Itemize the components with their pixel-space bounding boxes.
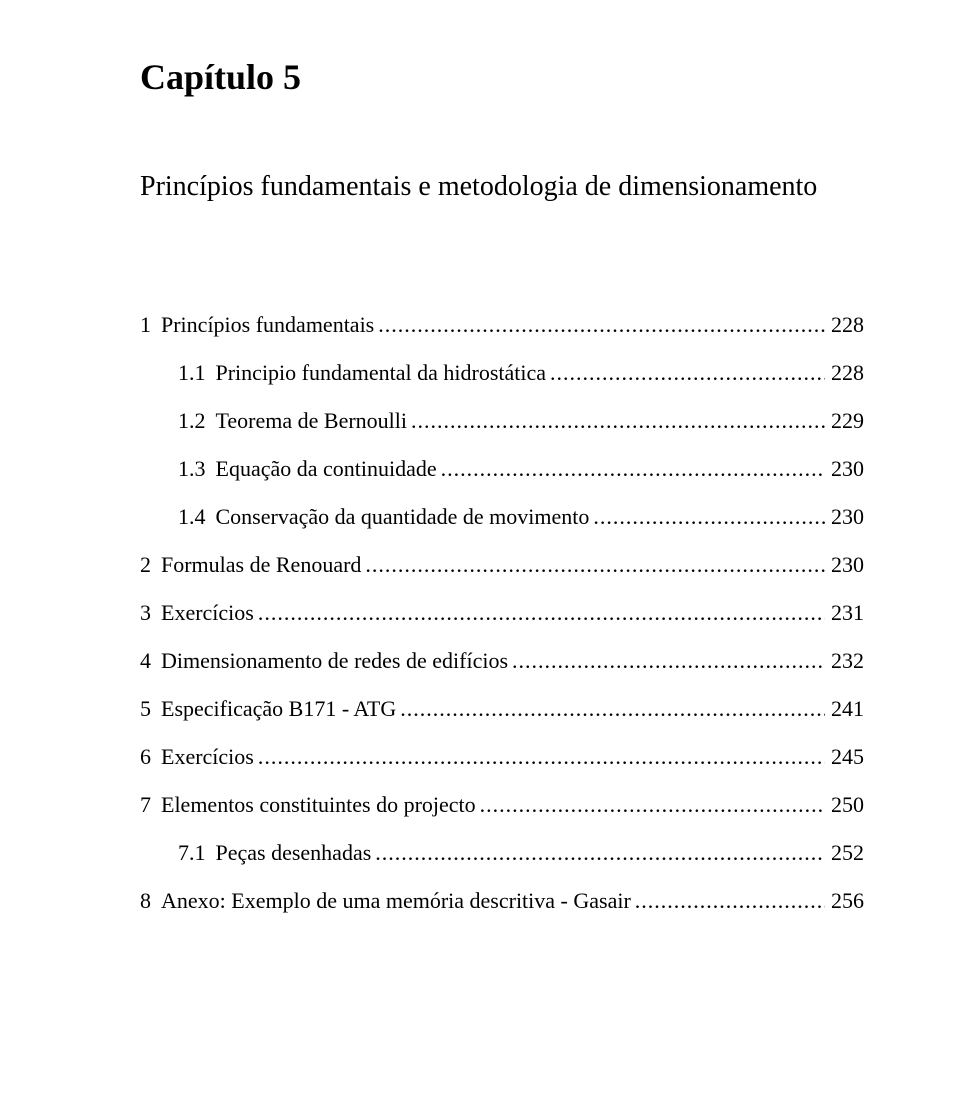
toc-leader <box>378 314 825 336</box>
toc-number: 1.3 <box>178 458 216 480</box>
toc-page: 250 <box>825 794 864 816</box>
toc-number: 1 <box>140 314 161 336</box>
toc-number: 6 <box>140 746 161 768</box>
toc-page: 230 <box>825 506 864 528</box>
toc-leader <box>635 890 825 912</box>
toc-label: Exercícios <box>161 746 258 768</box>
toc-page: 229 <box>825 410 864 432</box>
toc-number: 7 <box>140 794 161 816</box>
toc-row: 1.3 Equação da continuidade 230 <box>140 458 864 480</box>
toc-number: 8 <box>140 890 161 912</box>
toc-label: Teorema de Bernoulli <box>216 410 412 432</box>
toc-row: 7.1 Peças desenhadas 252 <box>140 842 864 864</box>
toc-label: Princípios fundamentais <box>161 314 378 336</box>
toc-page: 230 <box>825 458 864 480</box>
toc-row: 6 Exercícios 245 <box>140 746 864 768</box>
toc-row: 1.1 Principio fundamental da hidrostátic… <box>140 362 864 384</box>
toc-number: 1.1 <box>178 362 216 384</box>
toc-label: Dimensionamento de redes de edifícios <box>161 650 512 672</box>
toc-page: 228 <box>825 362 864 384</box>
toc-label: Equação da continuidade <box>216 458 441 480</box>
chapter-title: Capítulo 5 <box>140 56 864 99</box>
toc-leader <box>258 602 825 624</box>
toc-label: Peças desenhadas <box>216 842 376 864</box>
toc-number: 3 <box>140 602 161 624</box>
toc-row: 3 Exercícios 231 <box>140 602 864 624</box>
toc-number: 5 <box>140 698 161 720</box>
toc-row: 1.4 Conservação da quantidade de movimen… <box>140 506 864 528</box>
toc-page: 231 <box>825 602 864 624</box>
toc-row: 1 Princípios fundamentais 228 <box>140 314 864 336</box>
toc-number: 4 <box>140 650 161 672</box>
page: Capítulo 5 Princípios fundamentais e met… <box>0 0 960 1115</box>
toc-number: 1.4 <box>178 506 216 528</box>
toc-leader <box>400 698 825 720</box>
table-of-contents: 1 Princípios fundamentais 228 1.1 Princi… <box>140 314 864 912</box>
chapter-subtitle: Princípios fundamentais e metodologia de… <box>140 169 864 205</box>
toc-page: 256 <box>825 890 864 912</box>
toc-page: 252 <box>825 842 864 864</box>
toc-leader <box>258 746 825 768</box>
toc-leader <box>512 650 825 672</box>
toc-leader <box>593 506 825 528</box>
toc-row: 1.2 Teorema de Bernoulli 229 <box>140 410 864 432</box>
toc-leader <box>550 362 825 384</box>
toc-row: 4 Dimensionamento de redes de edifícios … <box>140 650 864 672</box>
toc-label: Formulas de Renouard <box>161 554 365 576</box>
toc-page: 228 <box>825 314 864 336</box>
toc-row: 5 Especificação B171 - ATG 241 <box>140 698 864 720</box>
toc-label: Conservação da quantidade de movimento <box>216 506 594 528</box>
toc-row: 7 Elementos constituintes do projecto 25… <box>140 794 864 816</box>
toc-label: Principio fundamental da hidrostática <box>216 362 551 384</box>
toc-number: 1.2 <box>178 410 216 432</box>
toc-label: Especificação B171 - ATG <box>161 698 400 720</box>
toc-page: 245 <box>825 746 864 768</box>
toc-page: 230 <box>825 554 864 576</box>
toc-label: Elementos constituintes do projecto <box>161 794 480 816</box>
toc-page: 232 <box>825 650 864 672</box>
toc-label: Anexo: Exemplo de uma memória descritiva… <box>161 890 635 912</box>
toc-leader <box>375 842 825 864</box>
toc-leader <box>480 794 825 816</box>
toc-row: 2 Formulas de Renouard 230 <box>140 554 864 576</box>
toc-row: 8 Anexo: Exemplo de uma memória descriti… <box>140 890 864 912</box>
toc-number: 7.1 <box>178 842 216 864</box>
toc-leader <box>411 410 825 432</box>
toc-leader <box>441 458 825 480</box>
toc-page: 241 <box>825 698 864 720</box>
toc-label: Exercícios <box>161 602 258 624</box>
toc-leader <box>365 554 825 576</box>
toc-number: 2 <box>140 554 161 576</box>
